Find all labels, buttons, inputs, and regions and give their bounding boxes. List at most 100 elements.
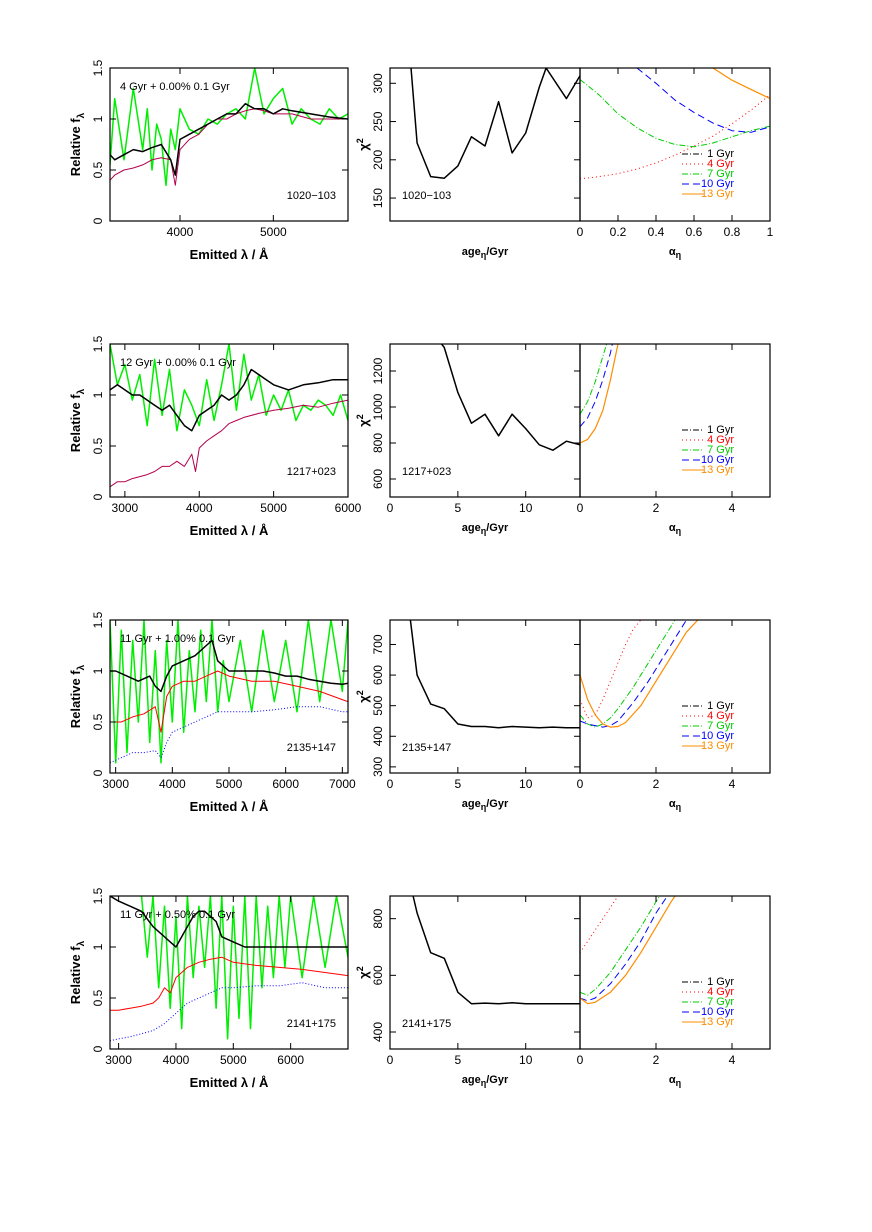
model-annotation: 4 Gyr + 0.00% 0.1 Gyr bbox=[120, 81, 230, 93]
x-tick-label: 4 bbox=[729, 777, 736, 791]
series-group bbox=[412, 896, 580, 1005]
series-line-1 bbox=[110, 956, 348, 1011]
object-label: 1217+023 bbox=[402, 466, 451, 478]
legend-entry: 1 Gyr bbox=[707, 700, 734, 712]
x-tick-label: 2 bbox=[653, 1053, 660, 1067]
series-line-13-gyr bbox=[580, 344, 619, 444]
x-tick-label: 0 bbox=[387, 777, 394, 791]
object-label: 2135+147 bbox=[287, 742, 336, 754]
x-axis-label: αη bbox=[669, 1074, 681, 1088]
plot-frame bbox=[109, 343, 349, 498]
x-axis-label: ageη/Gyr bbox=[462, 246, 509, 260]
y-tick-label: 0 bbox=[91, 769, 105, 776]
x-axis-label: Emitted λ / Å bbox=[190, 1075, 269, 1090]
series-line-10-gyr bbox=[580, 896, 668, 1002]
y-tick-label: 300 bbox=[371, 73, 385, 93]
y-axis-label: χ2 bbox=[355, 138, 371, 151]
y-tick-label: 1 bbox=[91, 667, 105, 674]
object-label: 2141+175 bbox=[402, 1018, 451, 1030]
x-tick-label: 0 bbox=[577, 501, 584, 515]
y-axis-label: χ2 bbox=[355, 414, 371, 427]
plot-frame bbox=[579, 67, 771, 222]
x-tick-label: 0 bbox=[387, 1053, 394, 1067]
y-tick-label: 800 bbox=[371, 908, 385, 928]
x-tick-label: 0 bbox=[577, 225, 584, 239]
series-line-0 bbox=[110, 344, 348, 432]
series-line-7-gyr bbox=[580, 344, 608, 415]
series-line-2 bbox=[110, 102, 348, 176]
x-tick-label: 0 bbox=[577, 1053, 584, 1067]
series-group bbox=[580, 620, 699, 728]
series-line-10-gyr bbox=[580, 344, 613, 428]
series-line-7-gyr bbox=[580, 896, 661, 996]
series-line-0 bbox=[410, 68, 580, 179]
legend-entry: 10 Gyr bbox=[701, 454, 734, 466]
legend-entry: 1 Gyr bbox=[707, 148, 734, 160]
x-tick-label: 4 bbox=[729, 501, 736, 515]
legend-entry: 1 Gyr bbox=[707, 976, 734, 988]
x-axis-label: αη bbox=[669, 522, 681, 536]
x-tick-label: 2 bbox=[653, 501, 660, 515]
series-group bbox=[441, 344, 580, 451]
x-tick-label: 4000 bbox=[163, 1053, 190, 1067]
legend-entry: 10 Gyr bbox=[701, 730, 734, 742]
y-axis-label: χ2 bbox=[355, 966, 371, 979]
y-tick-label: 600 bbox=[371, 665, 385, 685]
y-tick-label: 150 bbox=[371, 188, 385, 208]
y-tick-label: 0.5 bbox=[91, 989, 105, 1006]
y-tick-label: 0.5 bbox=[91, 437, 105, 454]
x-axis-label: αη bbox=[669, 246, 681, 260]
series-line-7-gyr bbox=[580, 620, 676, 728]
y-tick-label: 600 bbox=[371, 965, 385, 985]
x-tick-label: 0 bbox=[387, 501, 394, 515]
y-tick-label: 1.5 bbox=[91, 611, 105, 628]
x-tick-label: 3000 bbox=[112, 501, 139, 515]
object-label: 1217+023 bbox=[287, 466, 336, 478]
x-tick-label: 5 bbox=[455, 777, 462, 791]
y-axis-label: Relative fλ bbox=[68, 940, 87, 1004]
x-tick-label: 4000 bbox=[159, 777, 186, 791]
x-tick-label: 0.6 bbox=[686, 225, 703, 239]
y-axis-label: Relative fλ bbox=[68, 664, 87, 728]
x-tick-label: 0.4 bbox=[648, 225, 665, 239]
x-tick-label: 6000 bbox=[335, 501, 362, 515]
series-line-13-gyr bbox=[580, 896, 676, 1005]
x-tick-label: 4000 bbox=[186, 501, 213, 515]
x-tick-label: 5 bbox=[455, 501, 462, 515]
panel-spectrum-1: 3000 4000 5000 6000 0 0.5 1 1.5 Emitted λ / Å Rel… bbox=[68, 335, 362, 538]
y-tick-label: 400 bbox=[371, 726, 385, 746]
object-label: 2141+175 bbox=[287, 1018, 336, 1030]
x-tick-label: 1 bbox=[767, 225, 774, 239]
series-group bbox=[410, 68, 580, 179]
y-tick-label: 250 bbox=[371, 111, 385, 131]
x-axis-label: Emitted λ / Å bbox=[190, 799, 269, 814]
y-tick-label: 500 bbox=[371, 695, 385, 715]
x-tick-label: 0.2 bbox=[610, 225, 627, 239]
legend-entry: 13 Gyr bbox=[701, 1016, 734, 1028]
object-label: 1020−103 bbox=[287, 190, 336, 202]
y-tick-label: 200 bbox=[371, 149, 385, 169]
panel-chi2_age-2: 0 5 10 300 400 500 600 700 ageη/Gyr χ2 2135+147 bbox=[355, 619, 581, 812]
x-tick-label: 6000 bbox=[277, 1053, 304, 1067]
series-group bbox=[110, 896, 348, 1042]
model-annotation: 11 Gyr + 1.00% 0.1 Gyr bbox=[120, 633, 235, 645]
series-line-0 bbox=[441, 344, 580, 451]
y-tick-label: 300 bbox=[371, 757, 385, 777]
x-axis-label: αη bbox=[669, 798, 681, 812]
y-tick-label: 1000 bbox=[371, 393, 385, 420]
plot-frame bbox=[579, 619, 771, 774]
y-axis-label: χ2 bbox=[355, 690, 371, 703]
y-axis-label: Relative fλ bbox=[68, 388, 87, 452]
series-line-1 bbox=[110, 399, 348, 488]
plot-frame bbox=[109, 895, 349, 1050]
x-tick-label: 0 bbox=[577, 777, 584, 791]
plot-frame bbox=[579, 895, 771, 1050]
x-axis-label: Emitted λ / Å bbox=[190, 247, 269, 262]
y-tick-label: 1 bbox=[91, 943, 105, 950]
y-tick-label: 0 bbox=[91, 1045, 105, 1052]
plot-frame bbox=[109, 67, 349, 222]
